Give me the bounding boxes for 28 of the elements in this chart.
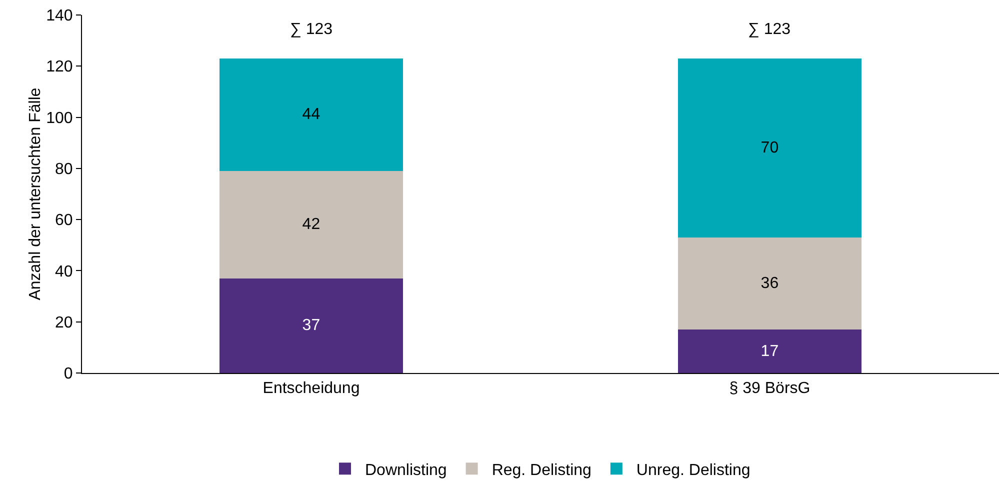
y-tick-label: 80 [55, 161, 73, 178]
bar [678, 58, 862, 238]
data-label: 17 [760, 342, 779, 360]
bar [220, 170, 403, 278]
data-label: 36 [760, 275, 779, 292]
y-tick-label: 0 [64, 366, 73, 383]
data-label: 42 [302, 216, 320, 234]
x-tick-label: § 39 BörsG [729, 380, 810, 398]
bar [220, 58, 403, 171]
y-tick-label: 60 [55, 212, 73, 230]
total-label: ∑ 123 [748, 21, 791, 38]
legend-label: Reg. Delisting [492, 462, 592, 479]
y-tick-label: 20 [55, 314, 73, 332]
bar [678, 330, 862, 373]
legend-label: Downlisting [365, 462, 447, 479]
data-label: 44 [302, 106, 320, 124]
y-tick-label: 120 [46, 58, 73, 76]
bar [678, 237, 862, 330]
total-label: ∑ 123 [290, 21, 333, 38]
y-axis-title: Anzahl der untersuchten Fälle [27, 88, 44, 300]
bar [220, 278, 403, 373]
y-tick-label: 40 [55, 263, 73, 280]
x-tick-label: Entscheidung [262, 380, 360, 398]
y-tick-label: 140 [46, 8, 73, 25]
legend-label: Unreg. Delisting [636, 462, 750, 479]
y-tick-label: 100 [46, 110, 73, 127]
data-label: 70 [760, 139, 779, 156]
data-label: 37 [302, 317, 320, 334]
